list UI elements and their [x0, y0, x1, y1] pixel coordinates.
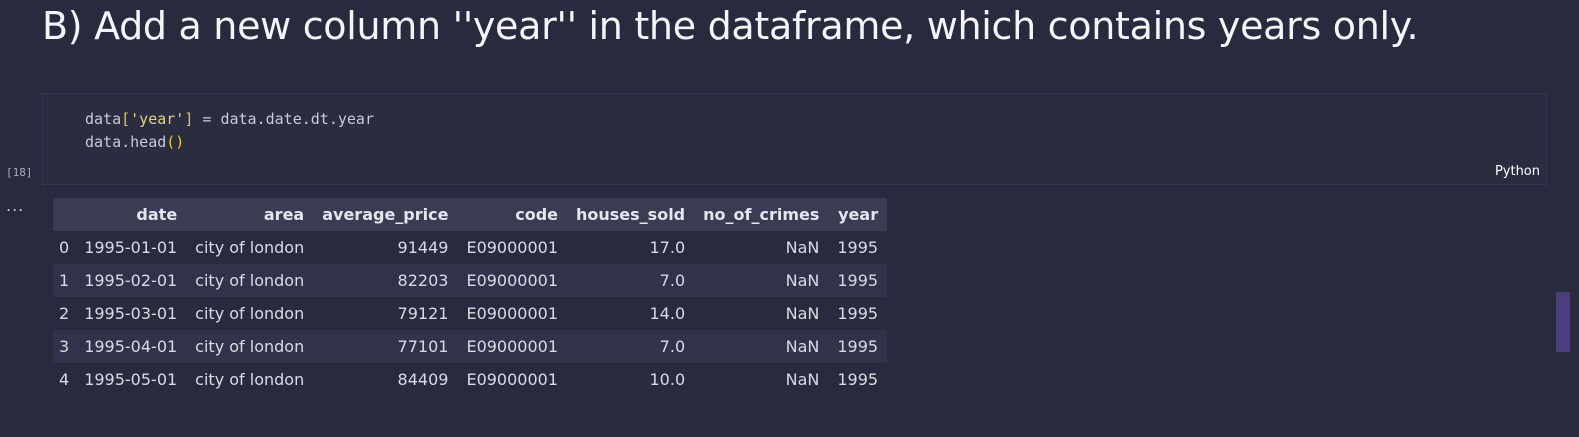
table-row: 1 1995-02-01 city of london 82203 E09000… — [53, 264, 888, 297]
table-row: 4 1995-05-01 city of london 84409 E09000… — [53, 363, 888, 396]
cell-year: 1995 — [828, 330, 888, 363]
code-token-bracket: [ — [121, 110, 131, 128]
column-header-average-price: average_price — [313, 198, 458, 231]
code-token-string: 'year' — [130, 110, 185, 128]
cell-houses-sold: 10.0 — [567, 363, 695, 396]
row-index: 4 — [53, 363, 76, 396]
cell-code: E09000001 — [457, 297, 567, 330]
cell-date: 1995-05-01 — [75, 363, 187, 396]
cell-language-label[interactable]: Python — [1494, 164, 1540, 179]
cell-area: city of london — [186, 330, 314, 363]
cell-no-of-crimes: NaN — [694, 264, 829, 297]
code-token-bracket: ] — [184, 110, 194, 128]
column-header-date: date — [75, 198, 187, 231]
cell-year: 1995 — [828, 363, 888, 396]
cell-year: 1995 — [828, 264, 888, 297]
cell-no-of-crimes: NaN — [694, 231, 829, 264]
cell-year: 1995 — [828, 231, 888, 264]
cell-no-of-crimes: NaN — [694, 363, 829, 396]
cell-houses-sold: 17.0 — [567, 231, 695, 264]
cell-average-price: 91449 — [313, 231, 458, 264]
cell-date: 1995-03-01 — [75, 297, 187, 330]
cell-code: E09000001 — [457, 264, 567, 297]
code-token-var: data — [85, 110, 122, 128]
cell-houses-sold: 14.0 — [567, 297, 695, 330]
cell-area: city of london — [186, 363, 314, 396]
cell-average-price: 84409 — [313, 363, 458, 396]
cell-area: city of london — [186, 264, 314, 297]
column-header-houses-sold: houses_sold — [567, 198, 695, 231]
column-header-year: year — [828, 198, 888, 231]
column-header-no-of-crimes: no_of_crimes — [694, 198, 829, 231]
column-header-index — [53, 198, 76, 231]
cell-date: 1995-02-01 — [75, 264, 187, 297]
output-more-icon[interactable]: ... — [6, 196, 25, 215]
cell-average-price: 77101 — [313, 330, 458, 363]
table-row: 3 1995-04-01 city of london 77101 E09000… — [53, 330, 888, 363]
table-row: 0 1995-01-01 city of london 91449 E09000… — [53, 231, 888, 264]
code-token-expression: = data.date.dt.year — [193, 110, 374, 128]
row-index: 1 — [53, 264, 76, 297]
cell-no-of-crimes: NaN — [694, 297, 829, 330]
cell-code: E09000001 — [457, 330, 567, 363]
cell-houses-sold: 7.0 — [567, 330, 695, 363]
cell-area: city of london — [186, 231, 314, 264]
row-index: 0 — [53, 231, 76, 264]
code-editor[interactable]: data['year'] = data.date.dt.year data.he… — [85, 108, 374, 154]
table-header-row: date area average_price code houses_sold… — [53, 198, 888, 231]
scrollbar-thumb[interactable] — [1556, 292, 1570, 352]
code-cell[interactable]: data['year'] = data.date.dt.year data.he… — [42, 93, 1547, 185]
markdown-heading: B) Add a new column ''year'' in the data… — [42, 4, 1419, 48]
code-token-parens: () — [166, 133, 185, 151]
cell-date: 1995-04-01 — [75, 330, 187, 363]
cell-no-of-crimes: NaN — [694, 330, 829, 363]
cell-area: city of london — [186, 297, 314, 330]
column-header-area: area — [186, 198, 314, 231]
table-row: 2 1995-03-01 city of london 79121 E09000… — [53, 297, 888, 330]
code-line-2: data.head() — [85, 133, 184, 151]
code-line-1: data['year'] = data.date.dt.year — [85, 110, 374, 128]
cell-code: E09000001 — [457, 231, 567, 264]
cell-average-price: 79121 — [313, 297, 458, 330]
row-index: 3 — [53, 330, 76, 363]
dataframe-output: date area average_price code houses_sold… — [53, 198, 888, 396]
cell-average-price: 82203 — [313, 264, 458, 297]
cell-date: 1995-01-01 — [75, 231, 187, 264]
cell-code: E09000001 — [457, 363, 567, 396]
row-index: 2 — [53, 297, 76, 330]
code-token-call: data.head — [85, 133, 167, 151]
column-header-code: code — [457, 198, 567, 231]
cell-houses-sold: 7.0 — [567, 264, 695, 297]
execution-count: [18] — [6, 166, 33, 179]
cell-year: 1995 — [828, 297, 888, 330]
